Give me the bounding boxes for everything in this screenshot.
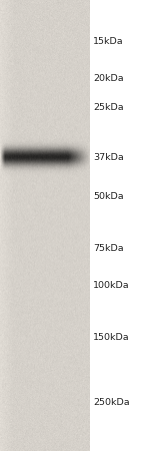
Text: 150kDa: 150kDa [93,332,130,341]
Text: 100kDa: 100kDa [93,280,130,289]
Text: 20kDa: 20kDa [93,74,124,83]
Text: 250kDa: 250kDa [93,397,130,406]
Text: 75kDa: 75kDa [93,243,124,252]
Text: 15kDa: 15kDa [93,37,124,46]
Text: 25kDa: 25kDa [93,103,124,112]
Text: 37kDa: 37kDa [93,153,124,162]
Text: 50kDa: 50kDa [93,191,124,200]
